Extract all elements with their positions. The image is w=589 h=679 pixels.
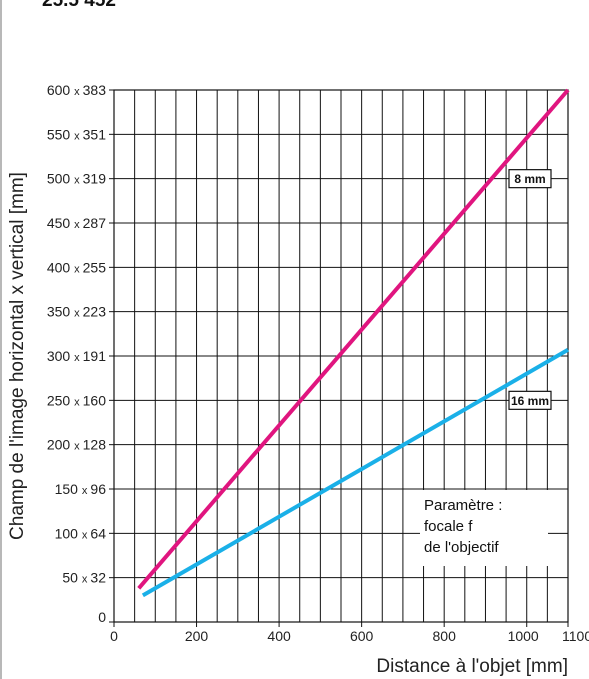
y-tick-label: 300 x 191: [47, 348, 106, 364]
series-label: 8 mm: [514, 172, 545, 186]
y-tick-label: 200 x 128: [47, 437, 106, 453]
annotation-background: [420, 490, 548, 566]
x-tick-label: 0: [110, 628, 118, 644]
x-tick-label: 1000: [508, 628, 539, 644]
x-tick-label: 400: [267, 628, 291, 644]
y-tick-label: 400 x 255: [47, 259, 106, 275]
series-label-box: [508, 390, 552, 410]
y-tick-label: 600 x 383: [47, 82, 106, 98]
y-tick-label: 100 x 64: [55, 525, 107, 541]
y-tick-label: 0: [98, 609, 106, 625]
y-tick-label: 50 x 32: [62, 570, 106, 586]
series-lines: [137, 88, 570, 598]
y-tick-label: 350 x 223: [47, 304, 106, 320]
y-tick-label: 500 x 319: [47, 171, 106, 187]
series-line-f8mm: [137, 88, 570, 590]
y-axis-label: Champ de l'image horizontal x vertical […: [7, 172, 28, 540]
annotation-line: focale f: [424, 518, 473, 535]
x-tick-label: 1100: [562, 628, 589, 644]
x-tick-label: 800: [433, 628, 457, 644]
x-axis-label: Distance à l'objet [mm]: [376, 656, 568, 677]
x-tick-label: 600: [350, 628, 374, 644]
annotation-line: Paramètre :: [424, 497, 502, 514]
annotation: Paramètre : focale f de l'objectif: [420, 490, 548, 566]
y-tick-label: 150 x 96: [55, 481, 107, 497]
axes: [109, 89, 569, 627]
y-tick-label: 450 x 287: [47, 215, 106, 231]
tick-labels: 0 200 400 600 800 1000 1100 0 50 x 32 100 x 64 150…: [47, 82, 589, 644]
series-line-f16mm: [141, 348, 570, 598]
x-tick-label: 200: [185, 628, 209, 644]
page-frame-line: [0, 0, 2, 679]
series-label: 16 mm: [511, 394, 549, 408]
y-tick-label: 250 x 160: [47, 392, 106, 408]
chart-reference-number: 25.5 452: [42, 0, 116, 11]
series-label-box: [508, 169, 552, 189]
y-tick-label: 550 x 351: [47, 126, 106, 142]
annotation-line: de l'objectif: [424, 539, 499, 556]
series-labels: 8 mm 16 mm: [508, 169, 552, 410]
